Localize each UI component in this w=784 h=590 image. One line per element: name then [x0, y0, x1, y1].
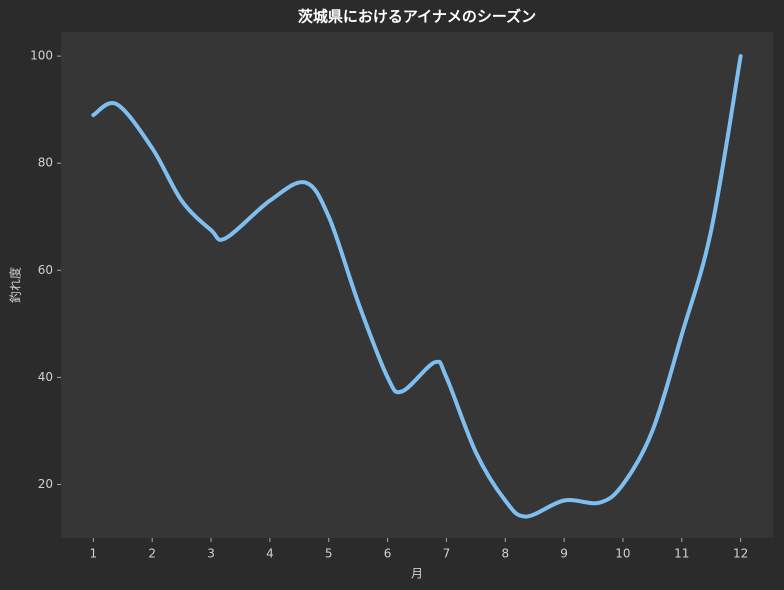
x-axis-label: 月 [411, 567, 423, 581]
x-tick-label: 3 [207, 547, 215, 561]
x-tick-label: 10 [615, 547, 630, 561]
y-axis-label: 釣れ度 [8, 267, 23, 303]
x-tick-label: 8 [501, 547, 509, 561]
x-tick-label: 1 [90, 547, 98, 561]
y-tick-label: 60 [38, 263, 53, 277]
x-tick-label: 9 [560, 547, 568, 561]
x-tick-label: 7 [443, 547, 451, 561]
y-tick-label: 80 [38, 156, 53, 170]
y-tick-label: 40 [38, 370, 53, 384]
chart-title: 茨城県におけるアイナメのシーズン [298, 8, 536, 26]
x-tick-label: 4 [266, 547, 274, 561]
x-tick-label: 2 [148, 547, 156, 561]
x-tick-label: 5 [325, 547, 333, 561]
x-tick-label: 11 [674, 547, 689, 561]
plot-area [61, 32, 773, 538]
line-series [91, 54, 743, 519]
y-tick-label: 100 [30, 49, 53, 63]
x-tick-label: 6 [384, 547, 392, 561]
x-tick-label: 12 [733, 547, 748, 561]
y-tick-label: 20 [38, 477, 53, 491]
